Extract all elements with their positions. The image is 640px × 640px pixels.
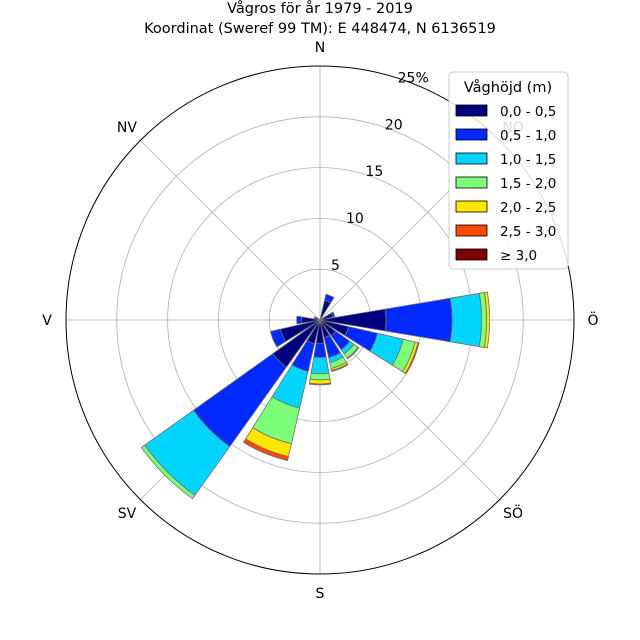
radial-tick-label: 25% — [398, 70, 429, 86]
bar-segment-90-bin-2 — [449, 292, 482, 348]
bar-segment-180-bin-5 — [308, 382, 332, 386]
bar-segment-292.5-bin-1 — [313, 316, 317, 320]
direction-label: N — [315, 40, 325, 56]
direction-label: SÖ — [503, 504, 523, 522]
legend: Våghöjd (m) 0,0 - 0,5 0,5 - 1,0 1,0 - 1,5 1… — [448, 71, 569, 270]
legend-swatch — [455, 224, 488, 237]
chart-title: Vågros för år 1979 - 2019 — [227, 0, 413, 17]
legend-swatch — [455, 128, 488, 141]
bar-segment-180-bin-3 — [309, 372, 331, 381]
chart-subtitle: Koordinat (Sweref 99 TM): E 448474, N 61… — [144, 21, 496, 37]
bar-segment-247.5-bin-1 — [270, 328, 287, 348]
legend-swatch — [455, 200, 488, 213]
direction-label: V — [42, 313, 52, 329]
direction-label: SV — [118, 506, 137, 522]
legend-label: ≥ 3,0 — [500, 248, 537, 264]
legend-swatch — [455, 176, 488, 189]
radial-tick-label: 10 — [346, 211, 364, 227]
bar-segment-180-bin-1 — [313, 342, 327, 358]
direction-label: NV — [117, 120, 137, 136]
legend-title: Våghöjd (m) — [464, 79, 552, 96]
bar-segment-180-bin-2 — [310, 356, 330, 375]
bar-segment-67.5-bin-1 — [330, 311, 336, 318]
radial-tick-label: 20 — [385, 117, 403, 133]
radial-tick-labels: 5 10 15 20 25% — [331, 70, 429, 274]
bar-segment-157.5-bin-5 — [331, 363, 349, 372]
legend-swatch — [455, 104, 488, 117]
legend-label: 1,0 - 1,5 — [500, 152, 556, 168]
bar-segment-202.5-bin-5 — [242, 438, 289, 462]
rose-bars — [140, 291, 491, 500]
legend-label: 2,0 - 2,5 — [500, 200, 556, 216]
legend-label: 0,5 - 1,0 — [500, 128, 556, 144]
legend-box — [448, 71, 569, 270]
bar-segment-270-bin-1 — [296, 315, 303, 325]
legend-swatch — [455, 248, 488, 261]
bar-segment-112.5-bin-5 — [404, 342, 420, 375]
bar-segment-135-bin-4 — [346, 346, 360, 360]
legend-label: 1,5 - 2,0 — [500, 176, 556, 192]
bar-segment-90-bin-4 — [483, 291, 491, 349]
direction-label: S — [316, 586, 325, 602]
polar-frame — [65, 65, 575, 575]
legend-label: 0,0 - 0,5 — [500, 104, 556, 120]
bar-segment-225-bin-3 — [140, 444, 196, 500]
direction-label: Ö — [587, 311, 598, 329]
radial-tick-label: 5 — [331, 258, 340, 274]
bar-segment-22.5-bin-1 — [324, 293, 335, 304]
legend-label: 2,5 - 3,0 — [500, 224, 556, 240]
legend-swatch — [455, 152, 488, 165]
legend-items: 0,0 - 0,5 0,5 - 1,0 1,0 - 1,5 1,5 - 2,0 2,0 … — [455, 104, 556, 264]
grid-spoke — [140, 140, 321, 321]
radial-tick-label: 15 — [365, 164, 383, 180]
